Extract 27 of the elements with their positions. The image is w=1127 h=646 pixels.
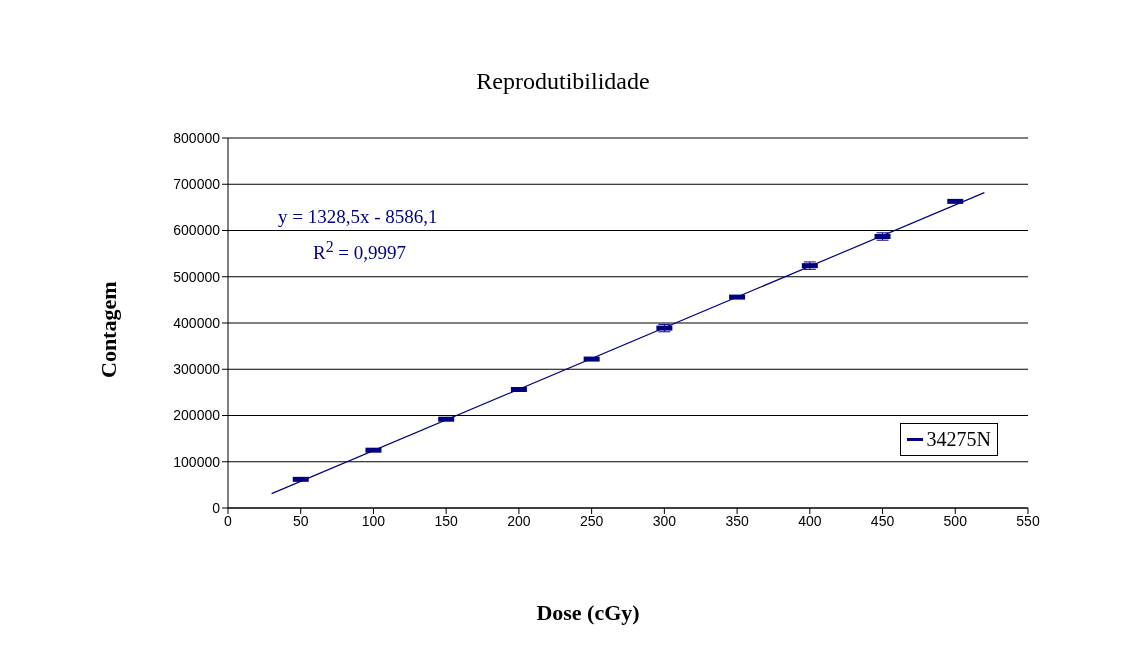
y-tick-label: 700000 [173, 176, 221, 193]
x-tick-label: 550 [1016, 512, 1040, 529]
x-tick-label: 300 [652, 512, 677, 529]
y-tick-label: 100000 [173, 453, 221, 470]
y-tick-label: 0 [212, 499, 221, 516]
x-tick-label: 250 [579, 512, 604, 529]
y-tick-label: 400000 [173, 314, 221, 331]
x-tick-label: 350 [725, 512, 749, 529]
x-tick-label: 500 [943, 512, 968, 529]
x-tick-label: 100 [361, 512, 386, 529]
y-axis-title: Contagem [96, 281, 121, 378]
x-tick-label: 0 [224, 512, 233, 529]
x-tick-label: 450 [870, 512, 895, 529]
annotation: R$^{2}$ = 0,9997 [313, 238, 407, 265]
x-tick-label: 50 [292, 512, 309, 529]
annotation: y = 1328,5x - 8586,1 [278, 206, 438, 228]
y-tick-label: 500000 [173, 268, 221, 285]
x-tick-label: 150 [434, 512, 459, 529]
chart-title: Reprodutibilidade [475, 68, 651, 95]
y-tick-label: 300000 [173, 361, 221, 378]
legend-label: 34275N [926, 428, 991, 451]
x-tick-label: 400 [798, 512, 822, 529]
y-tick-label: 200000 [173, 407, 221, 424]
x-tick-label: 200 [507, 512, 531, 529]
y-tick-label: 800000 [173, 129, 221, 146]
x-axis-title: Dose (cGy) [535, 600, 641, 626]
y-tick-label: 600000 [173, 222, 221, 239]
